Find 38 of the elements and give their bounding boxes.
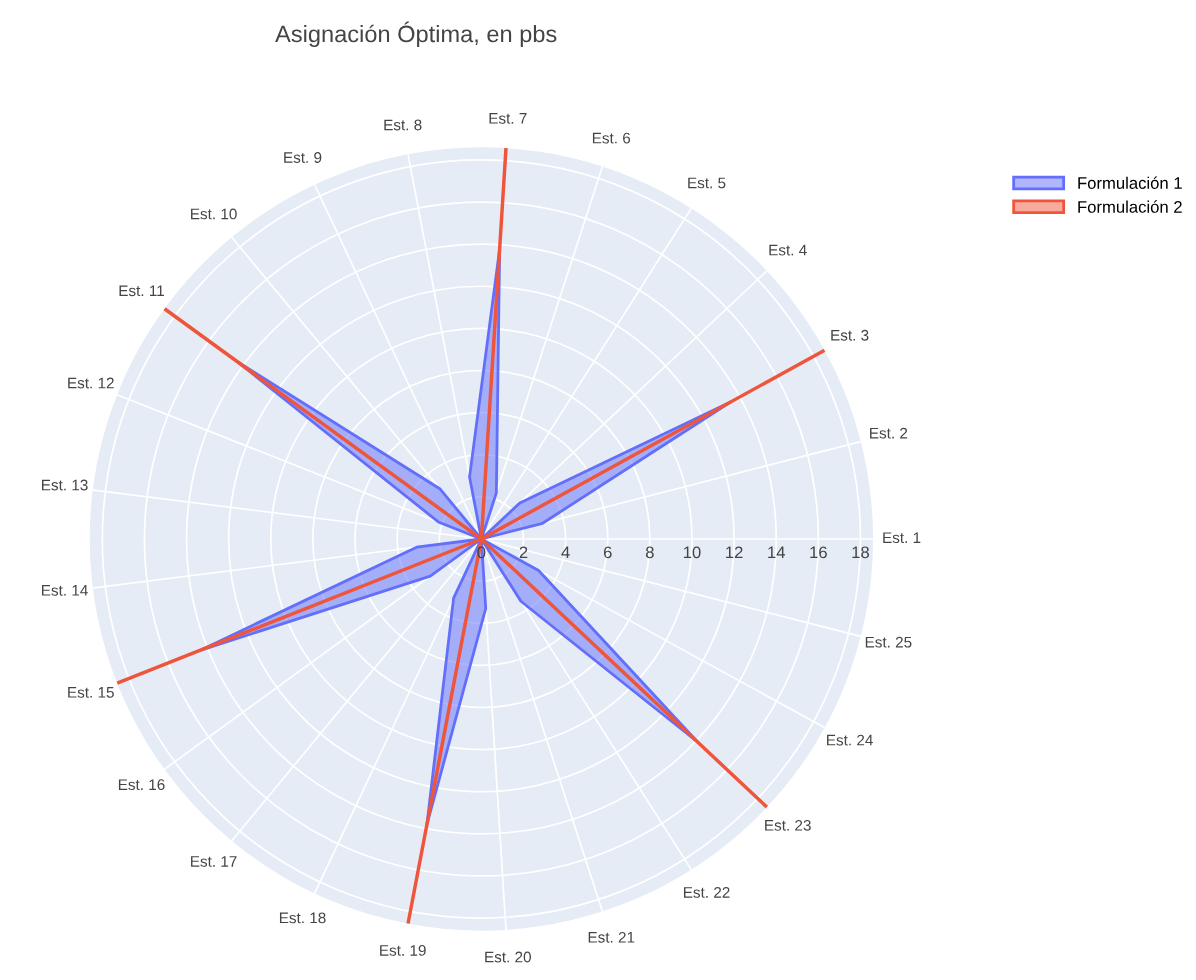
chart-title: Asignación Óptima, en pbs bbox=[275, 21, 557, 47]
spoke-label: Est. 18 bbox=[279, 912, 326, 924]
spoke-label: Est. 15 bbox=[68, 687, 114, 698]
spoke-label: Est. 2 bbox=[870, 427, 908, 439]
y-tick-label: 18 bbox=[852, 546, 869, 559]
spoke-label: Est. 6 bbox=[592, 132, 631, 144]
spoke-label: Est. 22 bbox=[684, 887, 730, 898]
y-tick-label: 8 bbox=[645, 546, 654, 559]
y-tick-label: 0 bbox=[477, 546, 486, 559]
spoke-label: Est. 3 bbox=[831, 329, 869, 341]
spoke-label: Est. 17 bbox=[191, 856, 237, 867]
legend-label: Formulación 2 bbox=[1078, 200, 1182, 213]
y-tick-label: 2 bbox=[519, 546, 528, 559]
y-tick-label: 12 bbox=[726, 546, 743, 559]
spoke-label: Est. 20 bbox=[485, 951, 531, 963]
y-tick-label: 6 bbox=[603, 546, 612, 559]
spoke-label: Est. 13 bbox=[42, 479, 88, 491]
y-tick-label: 16 bbox=[810, 546, 827, 559]
spoke-label: Est. 16 bbox=[118, 779, 165, 791]
spoke-label: Est. 10 bbox=[191, 208, 237, 220]
legend-label: Formulación 1 bbox=[1078, 176, 1182, 189]
spoke-label: Est. 19 bbox=[380, 945, 426, 956]
spoke-label: Est. 5 bbox=[688, 177, 726, 189]
spoke-label: Est. 4 bbox=[769, 244, 807, 256]
spoke-label: Est. 21 bbox=[588, 931, 635, 943]
spoke-label: Est. 8 bbox=[384, 119, 422, 131]
spoke-label: Est. 23 bbox=[765, 819, 811, 831]
spoke-label: Est. 7 bbox=[489, 113, 527, 124]
y-tick-label: 14 bbox=[768, 546, 785, 559]
spoke-label: Est. 25 bbox=[865, 636, 912, 648]
spoke-label: Est. 1 bbox=[883, 532, 921, 544]
spoke-label: Est. 12 bbox=[68, 377, 114, 389]
y-tick-label: 4 bbox=[561, 546, 570, 559]
spoke-label: Est. 24 bbox=[827, 734, 873, 746]
y-tick-label: 10 bbox=[683, 546, 701, 559]
spoke-label: Est. 11 bbox=[119, 285, 164, 297]
spoke-label: Est. 9 bbox=[284, 152, 322, 163]
spoke-label: Est. 14 bbox=[42, 585, 88, 596]
